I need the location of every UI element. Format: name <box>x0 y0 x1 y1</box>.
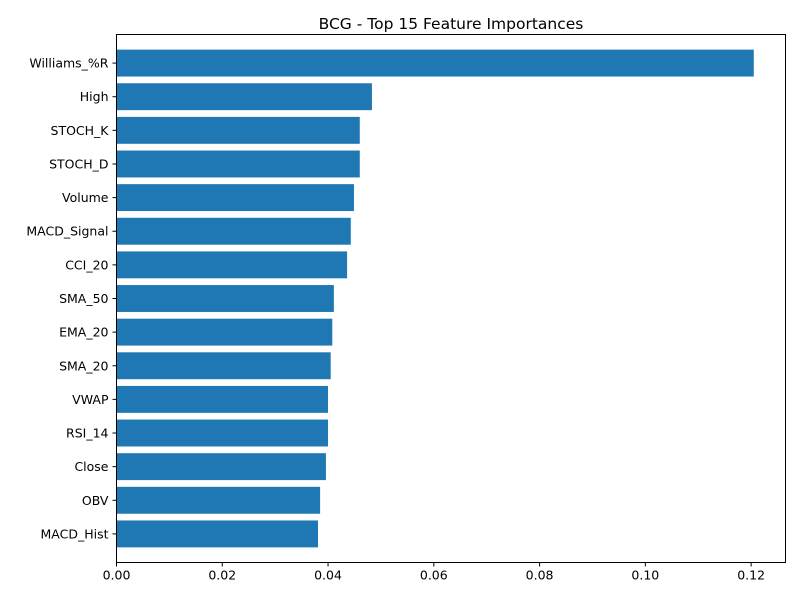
bar <box>116 251 348 279</box>
y-tick-label: STOCH_D <box>49 156 108 171</box>
bar <box>116 453 326 481</box>
bar <box>116 352 331 380</box>
x-tick-label: 0.06 <box>420 568 448 583</box>
bar <box>116 184 354 212</box>
bars-layer <box>116 49 754 548</box>
y-tick-label: Volume <box>62 190 109 205</box>
y-tick-label: MACD_Signal <box>26 224 108 239</box>
bar <box>116 419 329 447</box>
bar <box>116 150 360 178</box>
bar <box>116 49 754 77</box>
bar <box>116 318 333 346</box>
x-tick-label: 0.04 <box>314 568 342 583</box>
bar <box>116 285 334 312</box>
y-tick-label: SMA_50 <box>59 291 108 306</box>
y-tick-label: CCI_20 <box>65 257 108 272</box>
y-tick-label: SMA_20 <box>59 358 108 373</box>
y-axis: Williams_%R High STOCH_K STOCH_D Volume MACD_… <box>26 56 117 541</box>
y-tick-label: VWAP <box>72 392 109 407</box>
x-tick-label: 0.02 <box>208 568 236 583</box>
bar <box>116 116 360 144</box>
bar <box>116 83 372 111</box>
y-tick-label: RSI_14 <box>66 426 109 441</box>
bar <box>116 486 321 514</box>
y-tick-label: EMA_20 <box>59 325 108 340</box>
x-axis: 0.00 0.02 0.04 0.06 0.08 0.10 0.12 <box>103 562 765 583</box>
bar <box>116 217 351 245</box>
x-tick-label: 0.00 <box>103 568 131 583</box>
bar <box>116 385 329 413</box>
x-tick-label: 0.08 <box>526 568 554 583</box>
y-tick-label: OBV <box>82 493 109 508</box>
y-tick-label: Close <box>74 459 108 474</box>
bar <box>116 520 318 548</box>
y-tick-label: High <box>80 89 109 104</box>
y-tick-label: STOCH_K <box>51 123 110 138</box>
x-tick-label: 0.10 <box>631 568 659 583</box>
x-tick-label: 0.12 <box>737 568 765 583</box>
y-tick-label: Williams_%R <box>29 56 108 71</box>
y-tick-label: MACD_Hist <box>40 526 108 541</box>
chart-title: BCG - Top 15 Feature Importances <box>319 15 584 33</box>
plot-frame <box>116 34 786 563</box>
